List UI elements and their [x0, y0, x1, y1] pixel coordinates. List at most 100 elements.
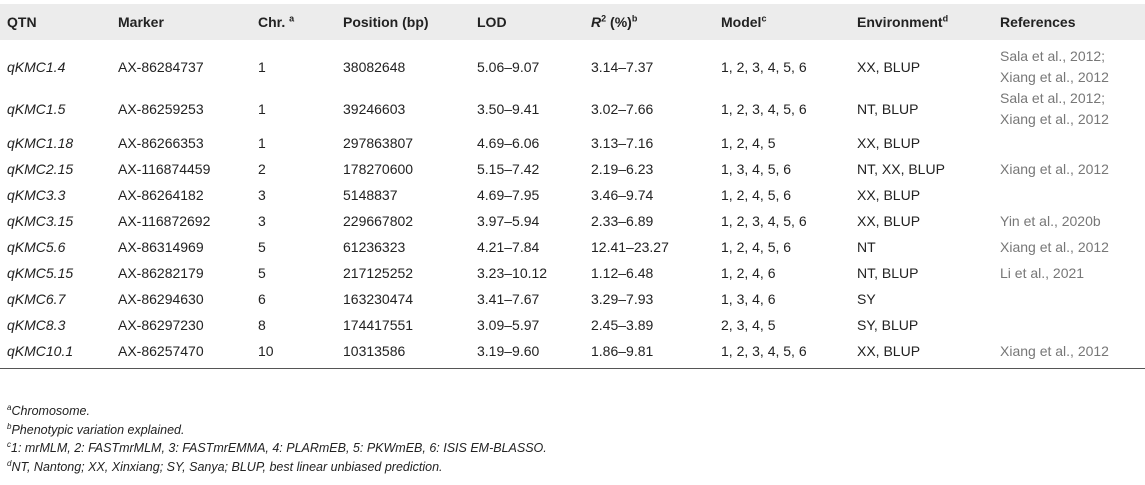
cell-environment: XX, BLUP [857, 213, 921, 229]
cell-environment: NT, XX, BLUP [857, 161, 945, 177]
cell-position: 5148837 [343, 187, 398, 203]
cell-r2: 2.33–6.89 [591, 213, 654, 229]
cell-environment: XX, BLUP [850, 338, 993, 369]
cell-lod: 3.97–5.94 [477, 213, 540, 229]
cell-r2: 3.13–7.16 [591, 135, 654, 151]
cell-model: 1, 2, 3, 4, 5, 6 [721, 101, 807, 117]
table-row: qKMC3.15 AX-116872692 3 229667802 3.97–5.94 2… [0, 208, 1145, 234]
cell-r2: 3.29–7.93 [591, 291, 654, 307]
cell-model: 1, 3, 4, 5, 6 [721, 161, 792, 177]
cell-qtn: qKMC2.15 [7, 161, 74, 177]
header-marker: Marker [118, 14, 164, 30]
cell-position: 39246603 [343, 101, 406, 117]
cell-environment: XX, BLUP [857, 135, 921, 151]
reference-line: Xiang et al., 2012 [1000, 160, 1109, 177]
cell-marker: AX-116872692 [118, 213, 211, 229]
cell-lod: 3.19–9.60 [470, 338, 584, 369]
header-lod: LOD [477, 14, 507, 30]
cell-r2: 3.14–7.37 [591, 59, 654, 75]
cell-model: 1, 2, 4, 5 [721, 135, 776, 151]
cell-qtn: qKMC3.3 [7, 187, 66, 203]
cell-chr: 1 [258, 135, 266, 151]
cell-marker: AX-86266353 [118, 135, 204, 151]
cell-environment: NT, BLUP [857, 265, 919, 281]
cell-chr: 1 [258, 59, 266, 75]
cell-marker: AX-86314969 [118, 239, 204, 255]
cell-qtn: qKMC1.4 [7, 59, 66, 75]
header-row: QTN Marker Chr. a Position (bp) LOD R2 (… [0, 4, 1145, 40]
reference-line: Xiang et al., 2012 [1000, 342, 1109, 359]
cell-chr: 2 [258, 161, 266, 177]
cell-references: Sala et al., 2012; Xiang et al., 2012 [993, 40, 1145, 88]
cell-marker: AX-86297230 [118, 317, 204, 333]
reference-line: Sala et al., 2012; [1000, 48, 1106, 64]
qtn-table: QTN Marker Chr. a Position (bp) LOD R2 (… [0, 4, 1145, 369]
footnote: aChromosome. [7, 402, 90, 418]
cell-environment: NT, BLUP [857, 101, 919, 117]
cell-references: Xiang et al., 2012 [993, 156, 1145, 182]
header-chr: Chr. a [258, 13, 295, 30]
table-row: qKMC3.3 AX-86264182 3 5148837 4.69–7.95 3.46–… [0, 182, 1145, 208]
cell-position: 217125252 [343, 265, 414, 281]
table-row: qKMC5.15 AX-86282179 5 217125252 3.23–10.12 1… [0, 260, 1145, 286]
header-references: References [1000, 14, 1076, 30]
cell-marker: AX-86294630 [118, 291, 204, 307]
table-body: qKMC1.4 AX-86284737 1 38082648 5.06–9.07 3.14… [0, 40, 1145, 369]
table-row: qKMC1.4 AX-86284737 1 38082648 5.06–9.07 3.14… [0, 40, 1145, 88]
cell-model: 1, 2, 3, 4, 5, 6 [714, 338, 850, 369]
cell-position: 38082648 [343, 59, 406, 75]
cell-model: 1, 2, 3, 4, 5, 6 [721, 59, 807, 75]
cell-lod: 5.06–9.07 [477, 59, 540, 75]
cell-position: 61236323 [343, 239, 406, 255]
cell-references: Yin et al., 2020b [993, 208, 1145, 234]
cell-lod: 3.41–7.67 [477, 291, 540, 307]
cell-qtn: qKMC8.3 [7, 317, 66, 333]
cell-qtn: qKMC6.7 [7, 291, 66, 307]
cell-chr: 3 [258, 187, 266, 203]
header-r2: R2 (%)b [591, 13, 638, 30]
cell-model: 2, 3, 4, 5 [721, 317, 776, 333]
cell-marker: AX-86259253 [118, 101, 204, 117]
header-model: Modelc [721, 13, 767, 30]
cell-r2: 1.12–6.48 [591, 265, 654, 281]
cell-chr: 5 [258, 239, 266, 255]
cell-position: 163230474 [343, 291, 414, 307]
header-position: Position (bp) [343, 14, 429, 30]
cell-references [993, 312, 1145, 338]
cell-qtn: qKMC1.18 [7, 135, 74, 151]
reference-line: Yin et al., 2020b [1000, 212, 1101, 229]
cell-marker: AX-86257470 [111, 338, 251, 369]
cell-r2: 2.45–3.89 [591, 317, 654, 333]
footnote: dNT, Nantong; XX, Xinxiang; SY, Sanya; B… [7, 458, 443, 474]
reference-line: Xiang et al., 2012 [1000, 111, 1109, 127]
cell-references: Li et al., 2021 [993, 260, 1145, 286]
cell-qtn: qKMC5.6 [7, 239, 66, 255]
table-row: qKMC1.18 AX-86266353 1 297863807 4.69–6.06 3.… [0, 130, 1145, 156]
reference-line: Sala et al., 2012; [1000, 90, 1106, 106]
cell-position: 10313586 [336, 338, 470, 369]
cell-lod: 5.15–7.42 [477, 161, 540, 177]
cell-chr: 8 [258, 317, 266, 333]
cell-chr: 10 [251, 338, 336, 369]
table-row: qKMC6.7 AX-86294630 6 163230474 3.41–7.67 3.2… [0, 286, 1145, 312]
cell-chr: 6 [258, 291, 266, 307]
cell-position: 178270600 [343, 161, 414, 177]
footnote: bPhenotypic variation explained. [7, 421, 185, 437]
cell-marker: AX-116874459 [118, 161, 211, 177]
cell-model: 1, 2, 3, 4, 5, 6 [721, 213, 807, 229]
cell-r2: 12.41–23.27 [591, 239, 669, 255]
reference-line: Xiang et al., 2012 [1000, 69, 1109, 85]
cell-chr: 1 [258, 101, 266, 117]
cell-lod: 4.69–7.95 [477, 187, 540, 203]
cell-references: Xiang et al., 2012 [993, 338, 1145, 369]
table-row: qKMC1.5 AX-86259253 1 39246603 3.50–9.41 3.02… [0, 88, 1145, 130]
cell-references [993, 130, 1145, 156]
header-qtn: QTN [7, 14, 37, 30]
cell-position: 297863807 [343, 135, 414, 151]
cell-r2: 3.02–7.66 [591, 101, 654, 117]
cell-position: 229667802 [343, 213, 414, 229]
cell-marker: AX-86284737 [118, 59, 204, 75]
cell-position: 174417551 [343, 317, 414, 333]
table-row: qKMC10.1 AX-86257470 10 10313586 3.19–9.60 1.… [0, 338, 1145, 369]
